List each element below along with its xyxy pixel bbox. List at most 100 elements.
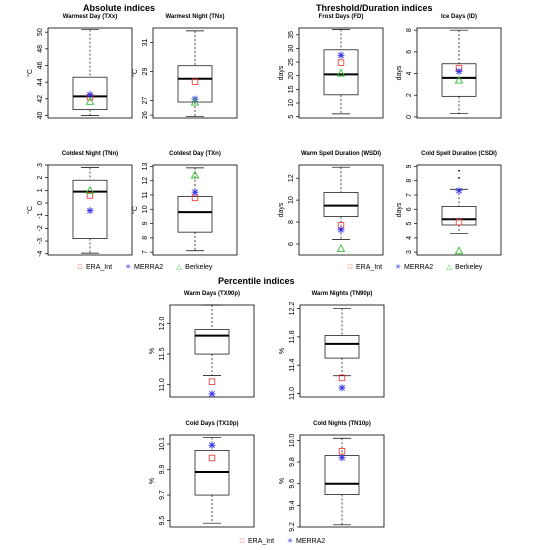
chart-title: Ice Days (ID): [441, 14, 477, 20]
outlier-point: [458, 169, 460, 172]
y-tick-label: 8: [142, 236, 149, 240]
berkeley-marker: [454, 246, 464, 255]
y-tick-label: 4: [406, 236, 413, 240]
y-axis-label: days: [396, 202, 403, 217]
era-int-marker: [337, 59, 345, 66]
y-tick-label: 9.9: [159, 465, 166, 475]
y-tick-label: 10: [288, 99, 295, 107]
section-title-threshold: Threshold/Duration indices: [316, 3, 433, 13]
y-tick-label: 12.0: [159, 316, 166, 330]
era-int-marker: [191, 78, 199, 85]
plot-frame: [299, 304, 385, 398]
y-tick-label: 12: [142, 177, 149, 185]
y-tick-label: 4: [406, 71, 413, 75]
chart-title: Cold Days (TX10p): [185, 421, 238, 427]
boxplot-id: Ice Days (ID) 0 2 4 6 8 days: [396, 14, 502, 119]
y-tick-label: 9: [142, 222, 149, 226]
y-tick-label: 10.1: [159, 437, 166, 451]
legend-item-merra: ✳ MERRA2: [125, 264, 164, 271]
berkeley-marker: [85, 96, 95, 105]
boxplot-tn10p: Cold Nights (TN10p) 9.2 9.4 9.6 9.8 10.0%: [279, 421, 385, 532]
boxplot-tnn: Coldest Night (TNn) -4 -3 -2 -1 0 1 2 3 °C: [26, 151, 133, 257]
y-tick-label: 30: [288, 44, 295, 52]
box-iqr: [324, 335, 360, 359]
y-tick-label: 44: [37, 78, 44, 86]
y-tick-label: 3: [37, 163, 44, 167]
y-tick-label: 20: [288, 72, 295, 80]
y-tick-label: 12: [288, 174, 295, 182]
y-tick-label: 50: [37, 28, 44, 36]
era-int-marker: [338, 448, 346, 455]
berkeley-marker: [190, 97, 200, 106]
era-int-marker: [86, 192, 94, 199]
era-int-marker: [208, 378, 216, 385]
y-axis-label: days: [396, 65, 403, 80]
merra2-marker: [455, 67, 463, 75]
merra2-marker: [208, 441, 216, 449]
y-axis-label: °C: [131, 69, 139, 77]
plot-frame: [299, 434, 385, 528]
box-iqr: [323, 192, 359, 217]
plot-frame: [416, 164, 502, 256]
y-tick-label: 29: [142, 68, 149, 76]
merra2-marker: [208, 390, 216, 398]
boxplot-tx90p: Warm Days (TX90p) 11.0 11.5 12.0%: [149, 291, 255, 398]
legend-item-berkeley: △ Berkeley: [446, 264, 483, 271]
box-iqr: [441, 206, 477, 226]
boxplot-txn: Coldest Day (TXn) 7 8 9 10 11 12 13 °C: [131, 151, 238, 256]
section-title-absolute: Absolute indices: [83, 3, 156, 13]
y-tick-label: 9.8: [289, 457, 296, 467]
merra2-marker: [337, 51, 345, 59]
y-tick-label: 7: [406, 193, 413, 197]
y-tick-label: -4: [37, 251, 44, 257]
y-axis-label: %: [279, 348, 286, 354]
y-tick-label: 25: [288, 58, 295, 66]
merra2-marker: [338, 454, 346, 462]
y-axis-label: days: [278, 202, 285, 217]
berkeley-marker: [190, 170, 200, 179]
y-tick-label: 8: [406, 28, 413, 32]
y-tick-label: 2: [37, 176, 44, 180]
y-tick-label: 9.4: [289, 500, 296, 510]
legend-item-berkeley: △ Berkeley: [176, 264, 213, 271]
y-tick-label: 0: [406, 115, 413, 119]
y-tick-label: 5: [288, 115, 295, 119]
legend-item-era: □ ERA_Int: [239, 538, 275, 545]
plot-frame: [152, 164, 238, 256]
legend-item-merra: ✳ MERRA2: [395, 264, 434, 271]
y-tick-label: 35: [288, 31, 295, 39]
chart-title: Cold Nights (TN10p): [313, 421, 371, 427]
y-tick-label: 9.6: [289, 479, 296, 489]
y-tick-label: 6: [406, 207, 413, 211]
y-tick-label: 46: [37, 62, 44, 70]
section-title-percentile: Percentile indices: [218, 276, 295, 286]
boxplot-wsdi: Warm Spell Duration (WSDI) 6 8 10 12 days: [278, 151, 384, 256]
legend-item-merra: ✳ MERRA2: [287, 538, 326, 545]
chart-title: Warm Spell Duration (WSDI): [301, 151, 381, 157]
plot-frame: [298, 164, 384, 256]
y-tick-label: 27: [142, 97, 149, 105]
boxplot-txx: Warmest Day (TXx) 40 42 44 46 48 50 °C: [26, 14, 133, 119]
era-int-marker: [455, 218, 463, 226]
chart-title: Frost Days (FD): [319, 14, 364, 20]
legend-right: □ ERA_Int ✳ MERRA2 △ Berkeley: [346, 263, 492, 271]
y-axis-label: °C: [131, 206, 139, 214]
plot-frame: [298, 27, 384, 119]
y-tick-label: 7: [142, 250, 149, 254]
y-tick-label: 6: [288, 242, 295, 246]
boxplot-fd: Frost Days (FD) 5 10 15 20 25 30 35 days: [278, 14, 384, 119]
y-tick-label: -2: [37, 225, 44, 231]
plot-frame: [416, 27, 502, 119]
berkeley-marker: [454, 75, 464, 84]
y-tick-label: 11.5: [159, 347, 166, 360]
y-tick-label: 9.2: [289, 522, 296, 532]
y-tick-label: 2: [406, 93, 413, 97]
y-tick-label: 6: [406, 50, 413, 54]
y-tick-label: 11.8: [289, 330, 296, 343]
y-tick-label: 0: [37, 201, 44, 205]
y-tick-label: 11.0: [159, 378, 166, 391]
chart-title: Warm Days (TX90p): [184, 291, 240, 297]
boxplot-tn90p: Warm Nights (TN90p) 11.0 11.4 11.8 12.2%: [279, 291, 385, 400]
boxplot-tnx: Warmest Night (TNx) 26 27 29 31 °C: [131, 14, 238, 119]
merra2-marker: [337, 226, 345, 234]
